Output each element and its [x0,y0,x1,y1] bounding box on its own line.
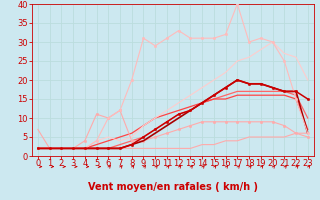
X-axis label: Vent moyen/en rafales ( km/h ): Vent moyen/en rafales ( km/h ) [88,182,258,192]
